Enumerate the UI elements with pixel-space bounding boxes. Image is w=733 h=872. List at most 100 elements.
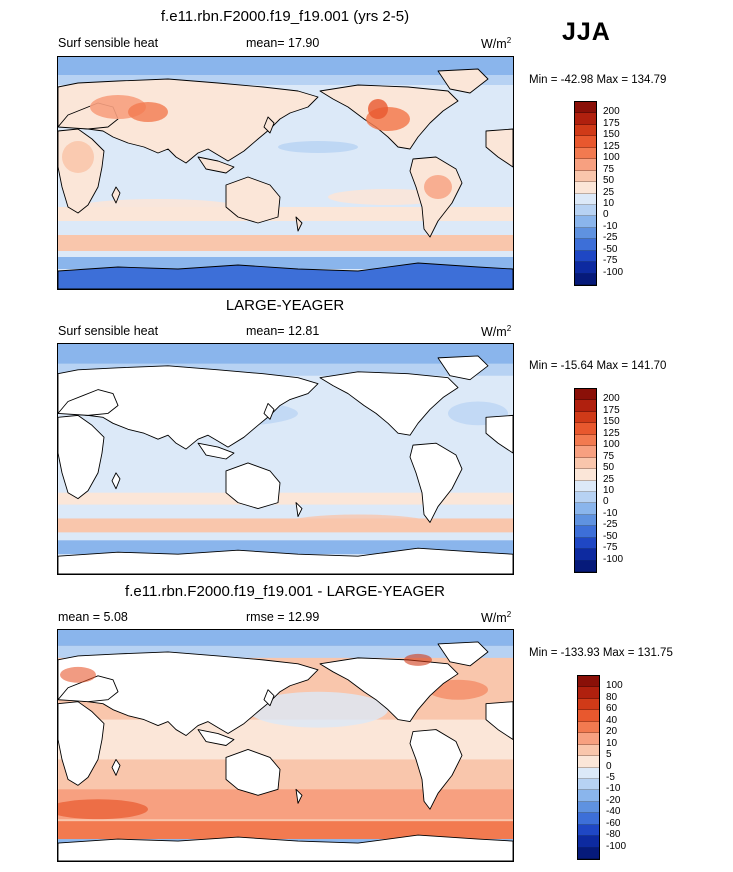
colorbar-tick-label: 80 [606, 691, 618, 703]
colorbar-swatch [578, 778, 599, 791]
colorbar-tick-label: 150 [603, 129, 620, 141]
colorbar-tick-label: -25 [603, 519, 618, 531]
colorbar-swatch [578, 733, 599, 745]
coastline-africa [58, 414, 105, 500]
field-blob [288, 514, 428, 531]
coastline-nz [295, 788, 303, 804]
colorbar-swatch [575, 136, 596, 148]
colorbar-tick-label: -25 [603, 232, 618, 244]
colorbar-swatch [575, 446, 596, 458]
ocean-band [58, 645, 513, 658]
colorbar-tick-label: 0 [603, 209, 609, 221]
coastline-greenland [437, 641, 489, 667]
colorbar-tick-label: -50 [603, 243, 618, 255]
colorbar-swatch [575, 147, 596, 160]
colorbar-swatch [575, 124, 596, 137]
colorbar-swatch [575, 491, 596, 504]
colorbar-swatch [575, 503, 596, 515]
colorbar-swatch [575, 549, 596, 561]
colorbar-swatch [578, 767, 599, 779]
ocean-band [58, 75, 513, 85]
coastline-australia [225, 176, 281, 224]
colorbar-tick-label: -10 [603, 220, 618, 232]
colorbar-tick-label: -100 [603, 553, 624, 565]
colorbar-tick-label: -80 [606, 829, 621, 841]
ocean-band [58, 821, 513, 840]
coastline-antarctica [58, 262, 513, 289]
ocean-band [58, 363, 513, 376]
coastline-australia [225, 462, 281, 510]
colorbar-tick-label: 10 [603, 197, 615, 209]
colorbar-swatch [575, 113, 596, 125]
panel-2-minmax: Min = -15.64 Max = 141.70 [529, 360, 667, 372]
colorbar-tick-label: 175 [603, 404, 620, 416]
colorbar-tick-label: 75 [603, 450, 615, 462]
coastline-europe [58, 675, 119, 703]
colorbar-swatch [575, 434, 596, 447]
colorbar-swatch [578, 676, 599, 688]
ocean-band [58, 57, 513, 75]
colorbar-swatch [578, 824, 599, 837]
panel-3-mean-label: mean = 5.08 [58, 610, 128, 624]
colorbar-swatch [578, 813, 599, 825]
ocean-band [58, 492, 513, 505]
map-svg [58, 630, 513, 861]
coastline-africaWest [485, 414, 513, 454]
colorbar-tick-label: 125 [603, 427, 620, 439]
colorbar-swatch [578, 744, 599, 757]
coastline-antarctica [58, 547, 513, 574]
panel-3-units: W/m2 [481, 610, 512, 625]
colorbar-tick-label: -5 [606, 771, 615, 783]
panel-3-colorbar [577, 675, 600, 860]
colorbar-swatch [578, 756, 599, 768]
colorbar-swatch [578, 790, 599, 802]
coastline-greenland [437, 68, 489, 94]
coastline-africaWest [485, 128, 513, 168]
colorbar-tick-label: -40 [606, 806, 621, 818]
colorbar-swatch [578, 710, 599, 722]
coastline-asia [58, 365, 319, 450]
panel-1-map [57, 56, 514, 290]
colorbar-tick-label: 10 [606, 737, 618, 749]
panel-2-mean-label: mean= 12.81 [246, 324, 320, 338]
colorbar-swatch [575, 262, 596, 274]
season-label: JJA [562, 18, 611, 46]
coastline-nz [295, 502, 303, 517]
coastline-australia [225, 749, 281, 796]
colorbar-tick-label: -20 [606, 794, 621, 806]
colorbar-swatch [575, 457, 596, 470]
coastline-indonesia [197, 729, 235, 746]
panel-3-map [57, 629, 514, 862]
colorbar-swatch [575, 389, 596, 401]
map-svg [58, 57, 513, 289]
coastline-africa [58, 701, 105, 786]
panel-1-mean-label: mean= 17.90 [246, 36, 320, 50]
land-blob [424, 175, 452, 199]
coastline-japan [263, 403, 275, 420]
ocean-band [58, 344, 513, 364]
land-blob [404, 653, 432, 666]
coastline-africaWest [485, 701, 513, 740]
panel-2-map [57, 343, 514, 575]
colorbar-tick-label: 150 [603, 416, 620, 428]
panel-1-title: f.e11.rbn.F2000.f19_f19.001 (yrs 2-5) [160, 8, 410, 25]
colorbar-tick-label: -10 [603, 507, 618, 519]
ocean-band [58, 518, 513, 533]
field-blob [58, 799, 148, 820]
land-blob [128, 102, 168, 122]
colorbar-tick-label: 175 [603, 117, 620, 129]
colorbar-tick-label: 40 [606, 714, 618, 726]
colorbar-tick-label: -10 [606, 783, 621, 795]
colorbar-tick-label: 0 [606, 760, 612, 772]
panel-2-title: LARGE-YEAGER [225, 297, 345, 314]
coastline-samerica [409, 442, 463, 523]
coastline-indonesia [197, 156, 235, 174]
field-blob [278, 141, 358, 153]
colorbar-tick-label: 60 [606, 703, 618, 715]
colorbar-swatch [578, 847, 599, 859]
coastline-greenland [437, 355, 489, 381]
colorbar-tick-label: 50 [603, 462, 615, 474]
colorbar-swatch [575, 411, 596, 424]
panel-3-rmse-label: rmse = 12.99 [246, 610, 320, 624]
colorbar-tick-label: -60 [606, 817, 621, 829]
